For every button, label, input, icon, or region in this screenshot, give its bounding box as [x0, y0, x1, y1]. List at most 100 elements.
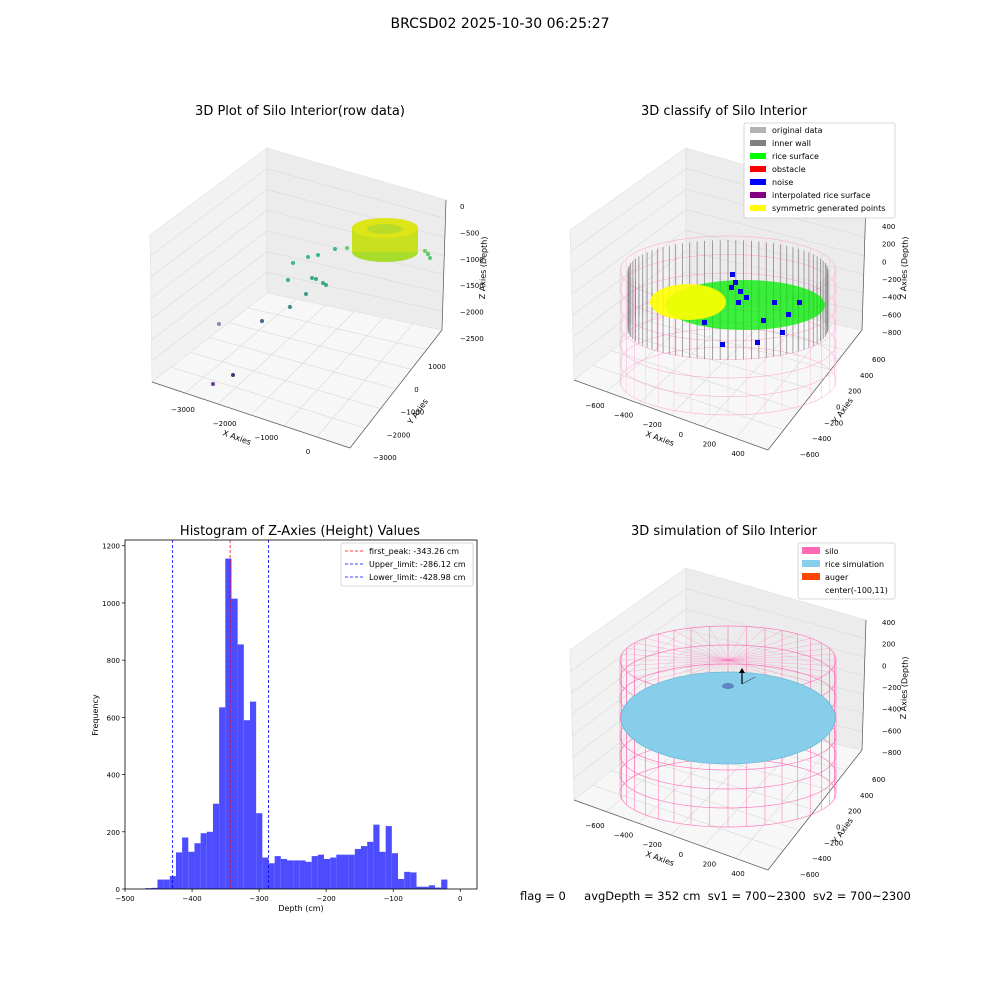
simulation-rice-surface: [620, 671, 836, 765]
histogram-bar: [299, 860, 306, 889]
simulation-z-axis-label: Z Axies (Depth): [899, 656, 910, 719]
simulation-roof-line: [727, 659, 830, 672]
simulation-roof-line: [626, 648, 729, 661]
simulation-gridline: [685, 608, 865, 658]
histogram-bar: [293, 860, 300, 889]
simulation-z-axis-line: [861, 619, 867, 751]
raw-data-point: [288, 305, 292, 309]
simulation-y-tick-label: −200: [824, 839, 843, 847]
simulation-z-tick-label: −600: [882, 727, 901, 735]
simulation-roof-line: [727, 659, 822, 678]
histogram-bar: [268, 863, 275, 889]
simulation-y-tick-label: 200: [848, 808, 861, 816]
simulation-legend-label: auger: [825, 573, 849, 582]
raw-gridline: [150, 168, 268, 257]
classify-y-tick-label: 400: [860, 372, 873, 380]
raw-data-point: [324, 283, 328, 287]
raw-gridline: [266, 168, 446, 219]
raw-x-axis-label: X Axies: [221, 428, 252, 447]
histogram-x-axis-label: Depth (cm): [278, 904, 323, 913]
histogram-bar: [194, 843, 201, 889]
classify-noise-point: [786, 312, 791, 317]
histogram-legend-frame: [340, 542, 474, 587]
histogram-bar: [206, 831, 213, 889]
histogram-y-tick-label: 200: [107, 829, 120, 837]
histogram-bar: [428, 885, 436, 889]
classify-plot-title: 3D classify of Silo Interior: [640, 104, 808, 119]
simulation-x-tick-label: 200: [703, 860, 716, 868]
raw-gridline: [150, 209, 268, 299]
histogram-bar: [151, 887, 158, 889]
histogram-bar: [200, 833, 207, 889]
histogram-x-tick-label: 0: [458, 895, 462, 903]
raw-gridline: [266, 271, 443, 312]
classify-y-tick-label: −200: [824, 419, 843, 427]
histogram-bar: [182, 837, 189, 889]
histogram-bar: [336, 854, 343, 889]
classify-legend-swatch: [750, 153, 766, 159]
histogram-bar: [286, 860, 294, 889]
simulation-legend-frame: [797, 542, 896, 600]
classify-noise-point: [744, 295, 749, 300]
classify-gridline: [685, 250, 864, 294]
histogram-bar: [305, 861, 312, 889]
histogram-bar: [175, 852, 183, 889]
histogram-bar: [280, 858, 287, 889]
classify-noise-point: [733, 280, 738, 285]
raw-z-axis-line: [441, 199, 447, 331]
histogram-bar: [274, 856, 281, 889]
classify-x-tick-label: 400: [731, 450, 744, 458]
classify-noise-point: [738, 289, 743, 294]
simulation-gridline: [570, 608, 687, 694]
classify-legend-frame: [743, 122, 896, 219]
raw-x-tick-label: −2000: [213, 420, 237, 428]
raw-gridline: [151, 251, 268, 341]
histogram-y-tick-label: 800: [107, 657, 120, 665]
classify-legend-label: original data: [772, 126, 823, 135]
histogram-y-tick-label: 1200: [102, 543, 120, 551]
simulation-roof-line: [626, 659, 729, 672]
simulation-x-tick-label: −200: [643, 841, 662, 849]
classify-legend-swatch: [750, 205, 766, 211]
simulation-roof-line: [634, 659, 729, 678]
simulation-roof-line: [727, 637, 811, 661]
classify-legend-label: symmetric generated points: [772, 204, 885, 213]
classify-noise-point: [772, 300, 777, 305]
simulation-roof-line: [645, 659, 729, 683]
classify-z-tick-label: −400: [882, 294, 901, 302]
histogram-y-tick-label: 400: [107, 772, 120, 780]
simulation-y-tick-label: 0: [836, 824, 840, 832]
simulation-z-tick-label: 200: [882, 641, 895, 649]
histogram-bar: [441, 879, 448, 889]
classify-gridline: [685, 229, 864, 275]
simulation-roof-line: [645, 637, 729, 661]
histogram-bar: [256, 813, 263, 889]
simulation-legend-label: rice simulation: [825, 560, 884, 569]
status-footer: flag = 0 avgDepth = 352 cm sv1 = 700~230…: [520, 889, 911, 903]
raw-data-point: [333, 247, 337, 251]
simulation-x-tick-label: 400: [731, 870, 744, 878]
classify-y-tick-label: −400: [812, 435, 831, 443]
raw-data-point: [310, 276, 314, 280]
simulation-auger-arm: [741, 676, 756, 685]
raw-y-tick-label: −2000: [387, 431, 411, 439]
histogram-bar: [323, 858, 331, 889]
classify-z-tick-label: 200: [882, 241, 895, 249]
classify-noise-point: [736, 300, 741, 305]
histogram-bar: [317, 854, 324, 889]
simulation-gridline: [685, 588, 866, 639]
simulation-z-tick-label: −400: [882, 706, 901, 714]
classify-y-tick-label: 600: [872, 356, 885, 364]
simulation-roof-line: [727, 630, 783, 661]
raw-z-tick-label: −1500: [460, 282, 484, 290]
simulation-y-axis-line: [767, 749, 863, 871]
simulation-gridline: [570, 588, 687, 672]
histogram-bar: [157, 879, 164, 889]
raw-data-point: [423, 249, 427, 253]
histogram-x-tick-label: −400: [182, 895, 201, 903]
simulation-legend-swatch: [802, 547, 820, 554]
histogram-bar: [330, 857, 337, 889]
simulation-roof-line: [727, 626, 747, 661]
histogram-bar: [398, 878, 405, 889]
